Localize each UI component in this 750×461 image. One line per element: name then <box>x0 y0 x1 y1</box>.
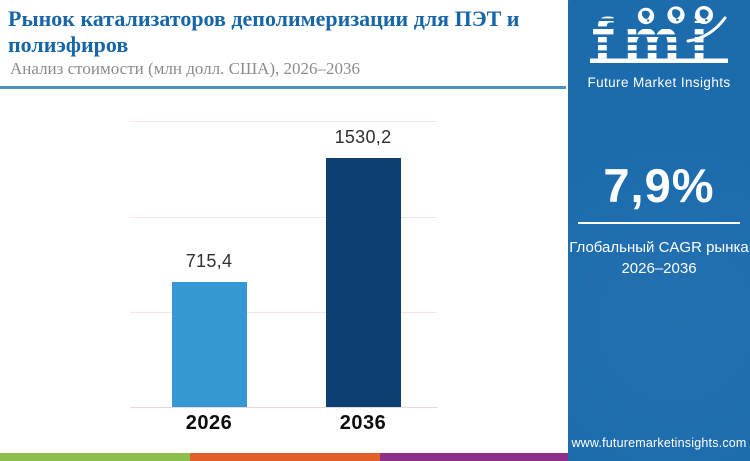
logo-base-stripe <box>589 58 728 63</box>
bar-value-label: 1530,2 <box>334 127 392 147</box>
cagr-value: 7,9% <box>603 159 715 212</box>
globe-asia-icon <box>694 6 713 24</box>
bar <box>325 158 401 407</box>
gridline <box>130 217 437 218</box>
x-axis-label-2036: 2036 <box>339 412 387 434</box>
gridline <box>130 312 437 313</box>
page-title: Рынок катализаторов деполимеризации для … <box>8 6 520 57</box>
page-subtitle: Анализ стоимости (млн долл. США), 2026–2… <box>10 59 361 78</box>
bar-group-2026: 715,4 <box>139 251 279 407</box>
footer-stripe-segment <box>0 453 190 461</box>
cagr-label-line1: Глобальный CAGR рынка <box>569 239 749 256</box>
swoosh-icon <box>686 16 727 43</box>
header-divider <box>0 86 566 89</box>
footer-stripe-segment <box>380 453 568 461</box>
bar-chart: 715,4 1530,2 <box>130 121 437 408</box>
cagr-divider <box>578 222 740 224</box>
globe-americas-icon <box>637 7 655 25</box>
fmi-logo-graphic: fmi <box>589 5 728 77</box>
cagr-label-line2: 2026–2036 <box>621 260 697 277</box>
x-axis-label-2026: 2026 <box>185 412 233 434</box>
fmi-logo: fmi <box>587 5 730 90</box>
fmi-logo-tagline: Future Market Insights <box>587 75 731 90</box>
footer-stripe-segment <box>190 453 380 461</box>
website-url: www.futuremarketinsights.com <box>571 436 747 450</box>
bar-group-2036: 1530,2 <box>293 127 433 407</box>
globe-europe-icon <box>667 6 685 24</box>
gridline <box>130 121 437 122</box>
x-axis-baseline <box>130 407 437 408</box>
bar-value-label: 715,4 <box>185 251 233 271</box>
bar <box>171 282 247 407</box>
right-sidebar: fmi <box>568 0 750 461</box>
cagr-label: Глобальный CAGR рынка 2026–2036 <box>569 237 748 279</box>
